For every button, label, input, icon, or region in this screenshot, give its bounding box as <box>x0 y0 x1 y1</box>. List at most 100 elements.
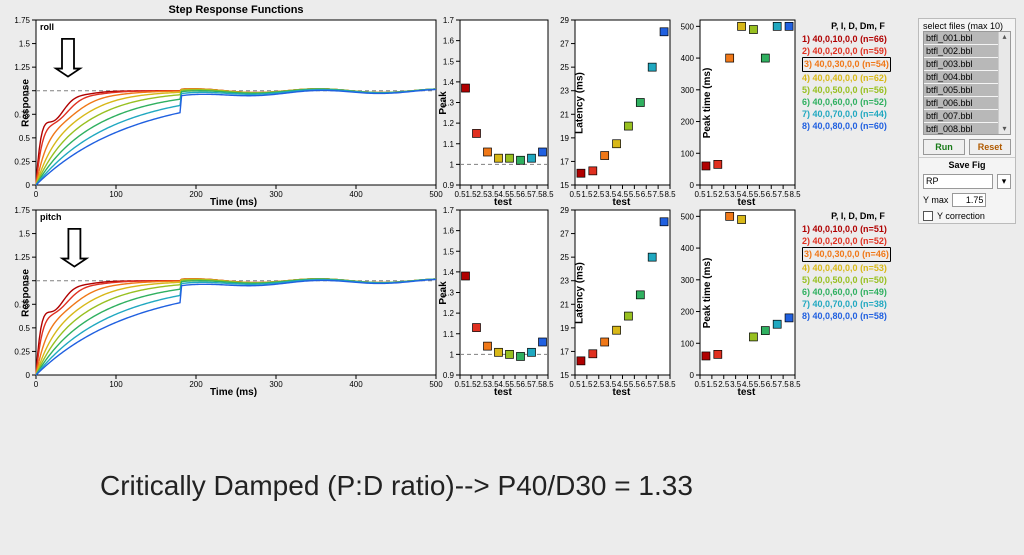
svg-text:27: 27 <box>560 40 569 49</box>
y-axis-label: Latency (ms) <box>574 262 585 324</box>
legend-row: 3) 40,0,30,0,0 (n=54) <box>802 57 914 71</box>
dropdown-icon[interactable]: ▾ <box>997 174 1011 189</box>
svg-text:23: 23 <box>560 87 569 96</box>
svg-text:8.5: 8.5 <box>789 380 801 389</box>
svg-text:7.5: 7.5 <box>653 380 665 389</box>
svg-text:21: 21 <box>560 110 569 119</box>
svg-text:400: 400 <box>349 190 363 199</box>
scatter-chart: 01002003004005000.51.52.53.54.55.56.57.5… <box>700 20 795 185</box>
svg-text:0.25: 0.25 <box>14 347 30 356</box>
x-axis-label: test <box>613 387 631 398</box>
svg-text:7.5: 7.5 <box>531 380 543 389</box>
svg-text:17: 17 <box>560 157 569 166</box>
savefig-dropdown[interactable]: RP <box>923 174 993 189</box>
svg-text:500: 500 <box>681 22 695 31</box>
svg-text:200: 200 <box>681 118 695 127</box>
svg-text:1.6: 1.6 <box>443 227 455 236</box>
svg-text:7.5: 7.5 <box>778 190 790 199</box>
svg-text:1.5: 1.5 <box>581 190 593 199</box>
svg-text:15: 15 <box>560 371 569 380</box>
svg-text:27: 27 <box>560 230 569 239</box>
legend-row: 7) 40,0,70,0,0 (n=44) <box>802 108 914 120</box>
legend-row: 4) 40,0,40,0,0 (n=62) <box>802 72 914 84</box>
scatter-chart: 15171921232527290.51.52.53.54.55.56.57.5… <box>575 210 670 375</box>
svg-text:1.75: 1.75 <box>14 16 30 25</box>
svg-text:8.5: 8.5 <box>542 190 554 199</box>
svg-text:100: 100 <box>681 339 695 348</box>
svg-text:5.5: 5.5 <box>754 380 766 389</box>
run-button[interactable]: Run <box>923 139 965 155</box>
svg-text:300: 300 <box>681 86 695 95</box>
svg-text:1.75: 1.75 <box>14 206 30 215</box>
svg-text:300: 300 <box>269 190 283 199</box>
svg-text:0: 0 <box>34 380 39 389</box>
svg-text:0: 0 <box>26 371 31 380</box>
svg-text:8.5: 8.5 <box>789 190 801 199</box>
x-axis-label: test <box>738 197 756 208</box>
x-axis-label: Time (ms) <box>210 197 257 208</box>
scatter-chart: 0.911.11.21.31.41.51.61.70.51.52.53.54.5… <box>460 20 548 185</box>
svg-text:1.1: 1.1 <box>443 330 455 339</box>
ycorrection-checkbox[interactable] <box>923 211 933 221</box>
svg-text:21: 21 <box>560 300 569 309</box>
file-list[interactable]: btfl_001.bblbtfl_002.bblbtfl_003.bblbtfl… <box>923 31 1011 135</box>
legend-row: 6) 40,0,60,0,0 (n=49) <box>802 286 914 298</box>
svg-text:29: 29 <box>560 206 569 215</box>
svg-text:2.5: 2.5 <box>718 380 730 389</box>
svg-text:100: 100 <box>109 380 123 389</box>
y-axis-label: Response <box>20 269 31 317</box>
svg-text:0.9: 0.9 <box>443 181 455 190</box>
legend-header: P, I, D, Dm, F <box>802 210 914 222</box>
svg-text:0.5: 0.5 <box>694 190 706 199</box>
ycorrection-label: Y correction <box>937 211 985 221</box>
svg-text:0.5: 0.5 <box>454 380 466 389</box>
svg-text:2.5: 2.5 <box>718 190 730 199</box>
svg-text:23: 23 <box>560 277 569 286</box>
y-axis-label: Peak <box>438 281 449 304</box>
svg-text:2.5: 2.5 <box>593 190 605 199</box>
x-axis-label: test <box>494 197 512 208</box>
svg-text:0.5: 0.5 <box>454 190 466 199</box>
svg-text:5.5: 5.5 <box>754 190 766 199</box>
y-axis-label: Peak time (ms) <box>702 257 713 328</box>
svg-text:1.5: 1.5 <box>443 247 455 256</box>
ymax-input[interactable]: 1.75 <box>952 193 986 207</box>
svg-text:0: 0 <box>26 181 31 190</box>
svg-text:5.5: 5.5 <box>629 190 641 199</box>
svg-text:1.5: 1.5 <box>19 230 31 239</box>
svg-text:6.5: 6.5 <box>520 190 532 199</box>
legend-row: 5) 40,0,50,0,0 (n=50) <box>802 274 914 286</box>
svg-text:25: 25 <box>560 63 569 72</box>
svg-text:1.5: 1.5 <box>706 380 718 389</box>
svg-text:0.5: 0.5 <box>569 190 581 199</box>
svg-text:1.6: 1.6 <box>443 37 455 46</box>
legend-row: 3) 40,0,30,0,0 (n=46) <box>802 247 914 261</box>
svg-text:500: 500 <box>429 380 443 389</box>
svg-text:8.5: 8.5 <box>664 380 676 389</box>
svg-text:500: 500 <box>681 212 695 221</box>
svg-text:6.5: 6.5 <box>520 380 532 389</box>
svg-text:200: 200 <box>189 190 203 199</box>
svg-text:0.5: 0.5 <box>569 380 581 389</box>
legend-row: 7) 40,0,70,0,0 (n=38) <box>802 298 914 310</box>
svg-text:300: 300 <box>269 380 283 389</box>
scrollbar[interactable]: ▴▾ <box>998 32 1010 134</box>
legend-header: P, I, D, Dm, F <box>802 20 914 32</box>
y-axis-label: Response <box>20 79 31 127</box>
y-axis-label: Peak time (ms) <box>702 67 713 138</box>
svg-text:6.5: 6.5 <box>766 190 778 199</box>
legend-row: 1) 40,0,10,0,0 (n=66) <box>802 33 914 45</box>
svg-text:8.5: 8.5 <box>664 190 676 199</box>
svg-text:0.5: 0.5 <box>19 324 31 333</box>
svg-text:25: 25 <box>560 253 569 262</box>
scatter-chart: 01002003004005000.51.52.53.54.55.56.57.5… <box>700 210 795 375</box>
svg-text:0.5: 0.5 <box>694 380 706 389</box>
svg-text:1.5: 1.5 <box>443 57 455 66</box>
reset-button[interactable]: Reset <box>969 139 1011 155</box>
svg-text:1.2: 1.2 <box>443 309 455 318</box>
svg-text:29: 29 <box>560 16 569 25</box>
legend-row: 2) 40,0,20,0,0 (n=59) <box>802 45 914 57</box>
svg-text:7.5: 7.5 <box>531 190 543 199</box>
svg-text:1.25: 1.25 <box>14 253 30 262</box>
svg-text:0.25: 0.25 <box>14 157 30 166</box>
